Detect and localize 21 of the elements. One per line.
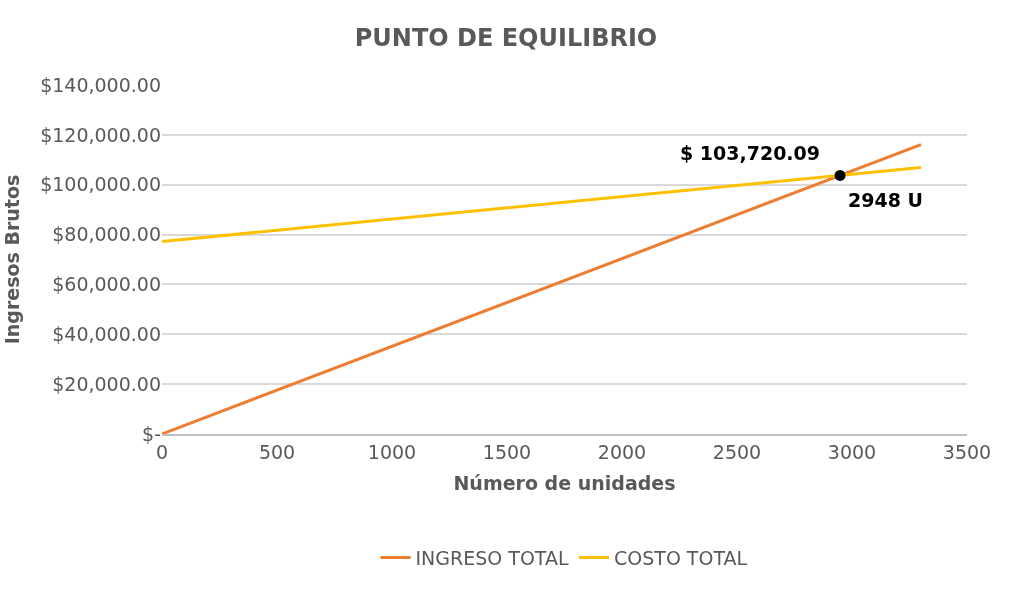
y-tick-label: $100,000.00 xyxy=(40,173,161,196)
chart-title: PUNTO DE EQUILIBRIO xyxy=(354,24,658,53)
x-tick-label: 2000 xyxy=(597,440,647,463)
x-tick-label: 1000 xyxy=(367,440,417,463)
x-tick-label: 2500 xyxy=(712,440,762,463)
y-tick-label: $60,000.00 xyxy=(52,273,161,296)
y-tick-label: $80,000.00 xyxy=(52,223,161,246)
annotation: $ 103,720.09 xyxy=(680,142,821,164)
y-tick-label: $20,000.00 xyxy=(52,372,161,395)
legend-label: INGRESO TOTAL xyxy=(415,546,569,569)
y-tick-label: $40,000.00 xyxy=(52,322,161,345)
x-tick-label: 3500 xyxy=(942,440,992,463)
y-axis-title: Ingresos Brutos xyxy=(0,174,23,345)
x-tick-label: 1500 xyxy=(482,440,532,463)
legend-label: COSTO TOTAL xyxy=(613,546,748,569)
y-tick-label: $140,000.00 xyxy=(40,73,161,96)
x-tick-label: 3000 xyxy=(827,440,877,463)
annotation: 2948 U xyxy=(848,189,923,211)
y-tick-label: $120,000.00 xyxy=(40,123,161,146)
x-axis-title: Número de unidades xyxy=(453,472,676,495)
x-tick-label: 500 xyxy=(258,440,296,463)
